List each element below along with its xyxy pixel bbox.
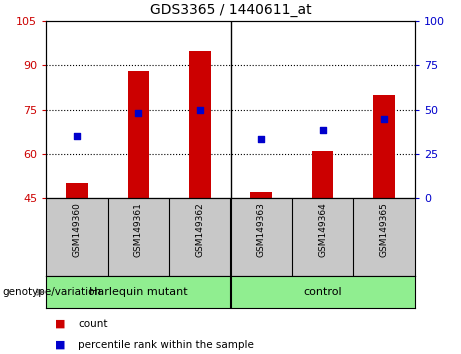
Text: GSM149360: GSM149360 (72, 202, 81, 257)
Point (380, 116, 388, 121)
Text: count: count (78, 319, 108, 329)
Text: percentile rank within the sample: percentile rank within the sample (78, 340, 254, 350)
Point (258, 136, 265, 142)
Text: ■: ■ (55, 319, 66, 329)
Text: Harlequin mutant: Harlequin mutant (89, 287, 188, 297)
Point (319, 127, 326, 133)
Bar (250, 192, 272, 198)
Title: GDS3365 / 1440611_at: GDS3365 / 1440611_at (150, 4, 311, 17)
Text: GSM149363: GSM149363 (257, 202, 266, 257)
Point (196, 107, 203, 113)
Text: GSM149362: GSM149362 (195, 202, 204, 257)
Bar (189, 51, 211, 198)
Text: GSM149365: GSM149365 (380, 202, 389, 257)
Text: control: control (303, 287, 342, 297)
Bar (66, 183, 88, 198)
Bar (128, 72, 149, 198)
Point (73, 133, 81, 139)
Text: GSM149361: GSM149361 (134, 202, 143, 257)
Text: ■: ■ (55, 340, 66, 350)
Bar (373, 95, 395, 198)
Point (135, 110, 142, 115)
Bar (312, 151, 333, 198)
Text: GSM149364: GSM149364 (318, 202, 327, 257)
Text: genotype/variation: genotype/variation (2, 287, 101, 297)
